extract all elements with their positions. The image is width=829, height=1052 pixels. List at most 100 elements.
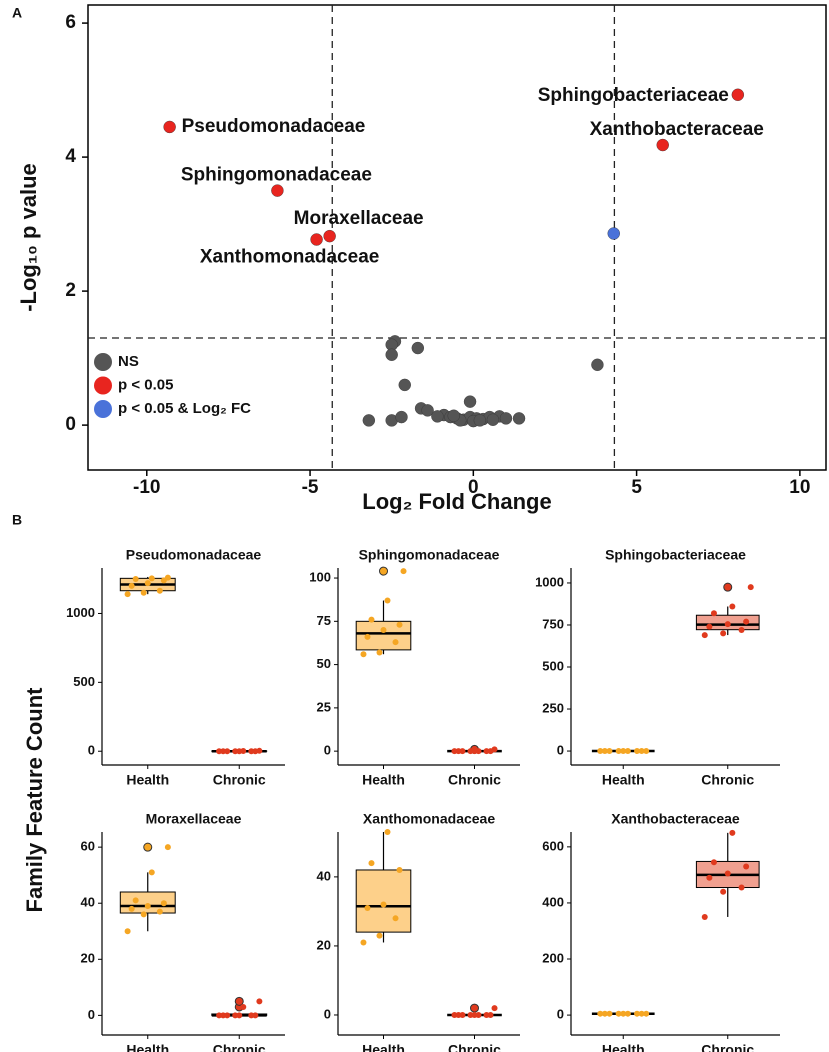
point <box>615 748 622 755</box>
point <box>140 911 147 918</box>
point <box>615 1010 622 1017</box>
y-tick-label: 200 <box>542 950 564 965</box>
point <box>421 404 434 417</box>
y-tick-label: 500 <box>542 658 564 673</box>
x-tick-label: Chronic <box>448 1042 501 1052</box>
point <box>606 1010 613 1017</box>
point <box>132 576 139 583</box>
point <box>710 610 717 617</box>
point <box>256 998 263 1005</box>
point <box>597 1010 604 1017</box>
point <box>164 844 171 851</box>
point <box>224 748 231 755</box>
point <box>606 748 613 755</box>
point <box>380 901 387 908</box>
point <box>487 1011 494 1018</box>
x-tick-label: 5 <box>631 477 642 498</box>
panel-title: Sphingomonadaceae <box>359 547 500 563</box>
point <box>164 574 171 581</box>
y-tick-label: 0 <box>557 1007 564 1022</box>
x-tick-label: Chronic <box>213 772 266 788</box>
panel-label: A <box>12 5 22 21</box>
point <box>144 580 151 587</box>
point <box>491 1005 498 1012</box>
point <box>643 1010 650 1017</box>
point <box>224 1012 231 1019</box>
x-tick-label: 10 <box>789 477 810 498</box>
point-label: Sphingobacteriaceae <box>538 85 729 106</box>
panel-title: Sphingobacteriaceae <box>605 547 746 563</box>
point <box>459 1011 466 1018</box>
y-tick-label: 0 <box>324 743 331 758</box>
point <box>124 591 131 598</box>
point <box>156 908 163 915</box>
x-tick-label: Health <box>126 1042 169 1052</box>
point <box>597 748 604 755</box>
outlier <box>470 1003 479 1013</box>
x-tick-label: Health <box>362 1042 405 1052</box>
point <box>411 341 425 355</box>
y-tick-label: 40 <box>81 895 95 910</box>
y-tick-label: 0 <box>88 1007 95 1022</box>
point <box>368 860 375 867</box>
y-tick-label: 0 <box>324 1006 331 1021</box>
x-tick-label: Chronic <box>448 772 501 788</box>
y-tick-label: 0 <box>557 742 564 757</box>
point <box>706 874 713 881</box>
point <box>323 229 336 243</box>
point <box>236 1012 243 1019</box>
y-axis-label: -Log₁₀ p value <box>16 163 41 312</box>
legend-marker <box>94 353 112 371</box>
point-label: Sphingomonadaceae <box>181 165 372 186</box>
point <box>643 748 650 755</box>
point <box>376 649 383 656</box>
point <box>620 1010 627 1017</box>
point <box>240 747 247 754</box>
x-tick-label: Health <box>362 772 405 788</box>
point <box>634 748 641 755</box>
point <box>743 863 750 870</box>
point <box>624 748 631 755</box>
y-tick-label: 0 <box>88 743 95 758</box>
outlier <box>234 996 244 1006</box>
y-tick-label: 60 <box>81 839 95 854</box>
point <box>656 138 669 152</box>
point <box>400 568 407 575</box>
point <box>395 410 408 424</box>
point <box>701 913 708 920</box>
point <box>634 1010 641 1017</box>
point <box>747 584 754 591</box>
point <box>124 928 131 935</box>
point <box>706 623 713 630</box>
y-tick-label: 750 <box>542 616 564 631</box>
y-tick-label: 75 <box>317 613 331 628</box>
point <box>473 414 487 427</box>
point <box>601 748 608 755</box>
x-tick-label: Chronic <box>701 1042 754 1052</box>
point <box>252 1012 259 1019</box>
y-tick-label: 500 <box>73 674 95 689</box>
legend-label: NS <box>118 353 139 370</box>
point <box>491 746 498 753</box>
y-tick-label: 600 <box>542 838 564 853</box>
point <box>385 348 398 361</box>
point <box>376 932 383 939</box>
box <box>119 891 176 914</box>
point <box>380 626 387 633</box>
point <box>160 900 167 907</box>
y-tick-label: 20 <box>81 951 95 966</box>
point <box>743 618 750 625</box>
point-label: Xanthomonadaceae <box>200 247 380 268</box>
point <box>360 939 367 946</box>
point <box>731 88 745 101</box>
y-tick-label: 25 <box>317 699 331 714</box>
point <box>620 748 627 755</box>
point <box>724 870 731 877</box>
point <box>591 358 604 372</box>
shared-y-label: Family Feature Count <box>22 687 47 913</box>
panel-title: Xanthobacteraceae <box>611 811 740 827</box>
point <box>148 575 155 582</box>
point <box>156 587 163 594</box>
x-tick-label: Health <box>602 772 645 788</box>
